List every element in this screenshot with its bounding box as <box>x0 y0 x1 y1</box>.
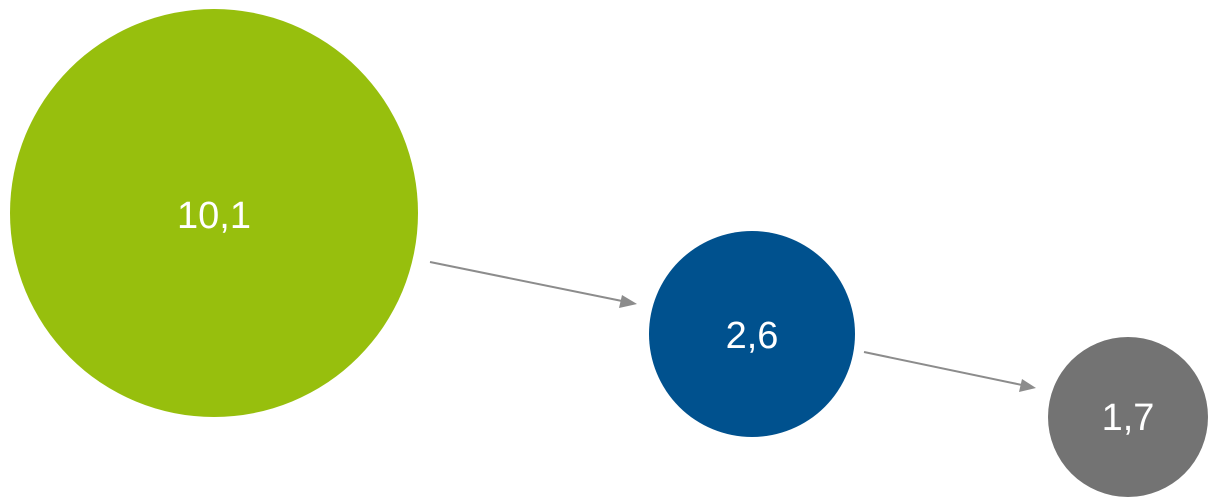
bubble-2: 2,6 <box>649 231 855 437</box>
arrow-1 <box>429 261 637 308</box>
bubble-1-label: 10,1 <box>177 195 251 237</box>
arrow-2-line <box>863 351 1023 386</box>
bubble-3-circle <box>1048 337 1208 497</box>
arrow-1-head <box>619 295 637 308</box>
bubble-2-circle <box>649 231 855 437</box>
bubble-3-label: 1,7 <box>1102 397 1155 439</box>
bubble-3: 1,7 <box>1048 337 1208 497</box>
arrow-1-line <box>429 261 623 302</box>
bubble-1-circle <box>10 9 418 417</box>
bubble-2-label: 2,6 <box>726 315 779 357</box>
arrow-2-head <box>1019 379 1036 392</box>
arrow-2 <box>863 351 1036 392</box>
bubble-1: 10,1 <box>10 9 418 417</box>
